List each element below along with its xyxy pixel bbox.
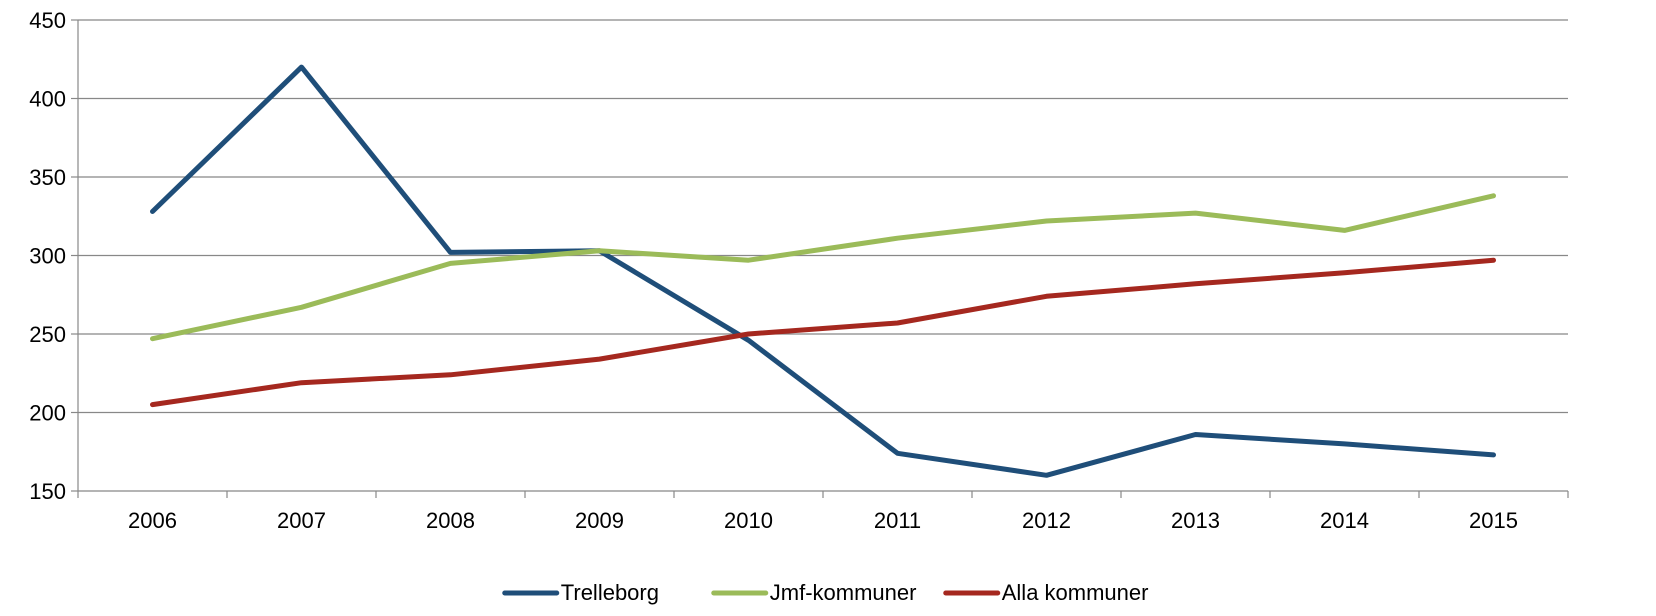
x-tick-labels: 2006 2007 2008 2009 2010 2011 2012 2013 2014 2015 xyxy=(128,508,1518,533)
y-tick-labels: 150 200 250 300 350 400 450 xyxy=(29,8,66,504)
axes xyxy=(71,19,1569,498)
x-tick-label: 2006 xyxy=(128,508,177,533)
x-tick-label: 2012 xyxy=(1022,508,1071,533)
x-tick-label: 2011 xyxy=(874,508,921,533)
gridlines xyxy=(78,19,1568,414)
y-tick-label: 300 xyxy=(29,244,66,269)
legend-label-alla-kommuner: Alla kommuner xyxy=(1002,580,1149,605)
x-tick-label: 2013 xyxy=(1171,508,1220,533)
legend-label-jmf-kommuner: Jmf-kommuner xyxy=(770,580,917,605)
y-tick-label: 150 xyxy=(29,479,66,504)
y-tick-label: 350 xyxy=(29,165,66,190)
series-line-trelleborg xyxy=(150,64,1496,478)
series-line-jmf-kommuner xyxy=(150,193,1496,342)
series-lines xyxy=(150,64,1496,478)
x-tick-label: 2008 xyxy=(426,508,475,533)
x-tick-label: 2007 xyxy=(277,508,326,533)
series-line-alla-kommuner xyxy=(150,257,1496,408)
y-tick-label: 400 xyxy=(29,87,66,112)
y-tick-label: 200 xyxy=(29,401,66,426)
x-tick-label: 2014 xyxy=(1320,508,1369,533)
y-tick-label: 450 xyxy=(29,8,66,33)
legend: Trelleborg Jmf-kommuner Alla kommuner xyxy=(502,580,1149,605)
legend-label-trelleborg: Trelleborg xyxy=(561,580,659,605)
x-tick-label: 2009 xyxy=(575,508,624,533)
x-tick-label: 2015 xyxy=(1469,508,1518,533)
x-tick-label: 2010 xyxy=(724,508,773,533)
y-tick-label: 250 xyxy=(29,322,66,347)
